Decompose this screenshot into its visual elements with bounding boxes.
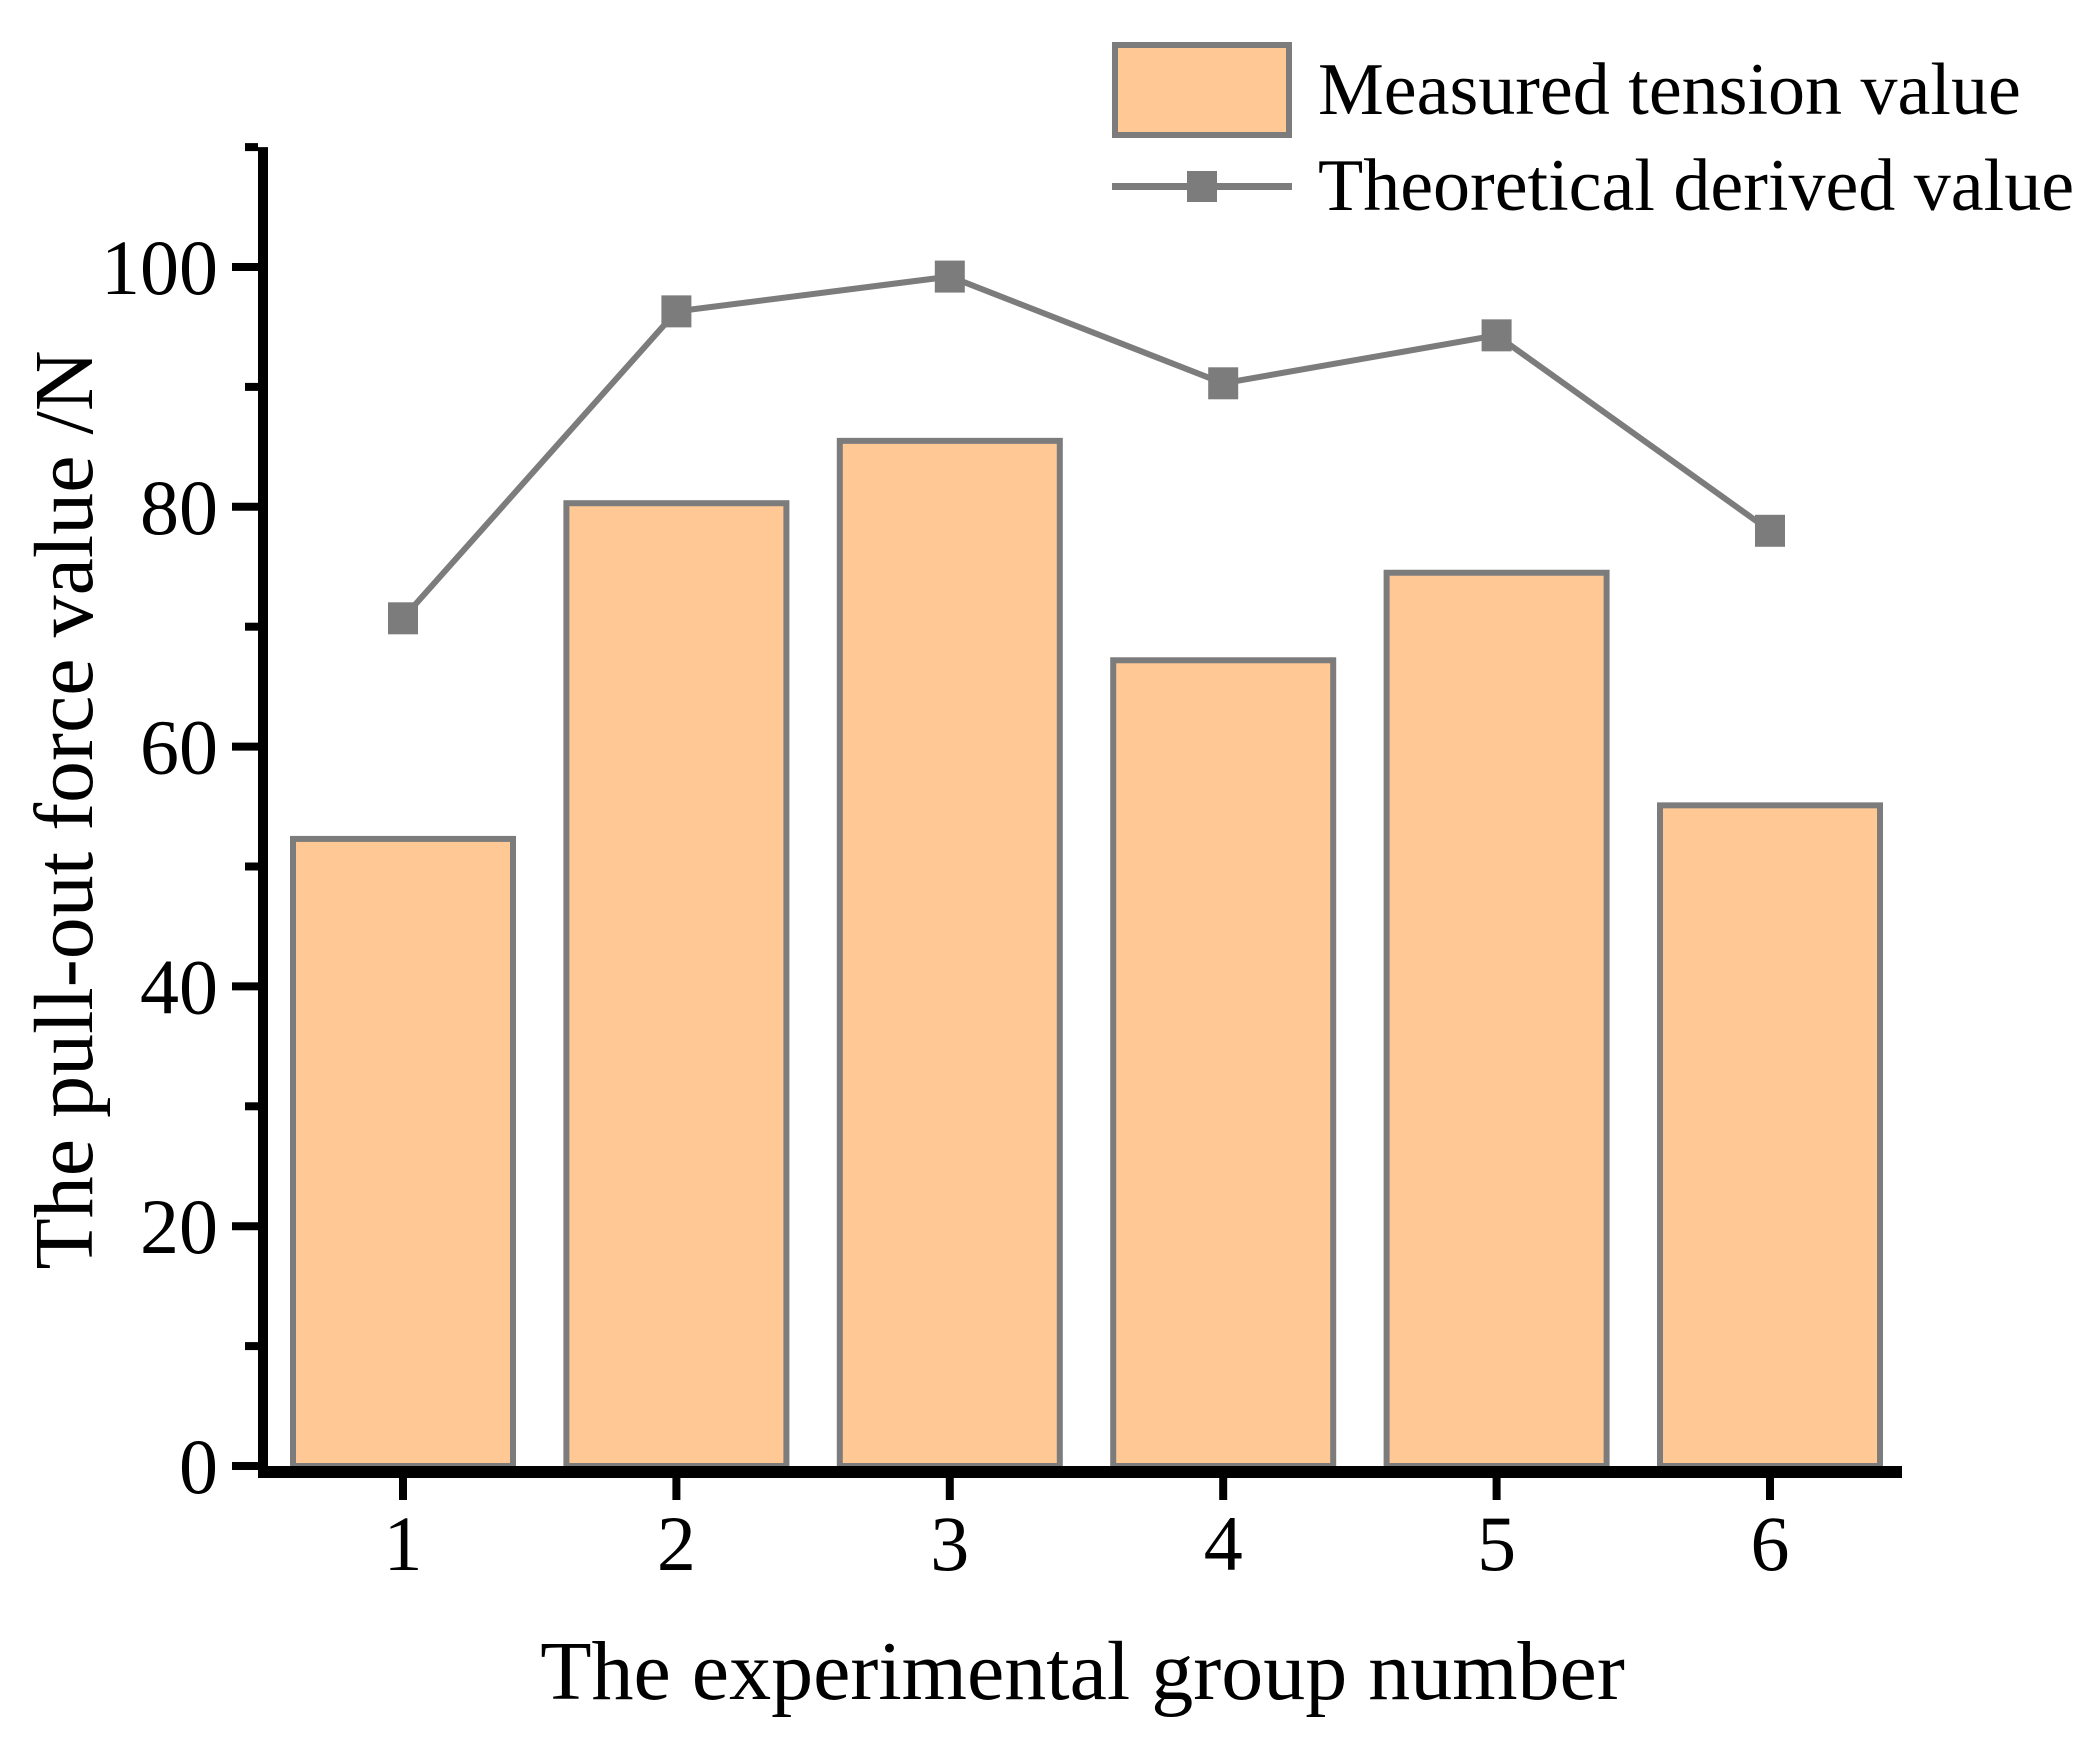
theoretical-marker [1481, 319, 1512, 352]
y-tick-label: 20 [140, 1183, 218, 1270]
bar-swatch-icon [1112, 42, 1292, 138]
y-tick-label: 0 [179, 1423, 218, 1510]
y-tick-label: 100 [101, 224, 218, 311]
legend-label-measured: Measured tension value [1318, 49, 2021, 131]
measured-bar [1657, 802, 1883, 1469]
x-tick-label: 4 [1204, 1500, 1243, 1587]
legend-item-theoretical: Theoretical derived value [1112, 138, 2074, 234]
y-tick-label: 60 [140, 704, 218, 791]
x-axis-title: The experimental group number [540, 1625, 1625, 1718]
measured-bar [290, 835, 516, 1469]
legend: Measured tension value Theoretical deriv… [1112, 42, 2074, 234]
measured-bar [1110, 657, 1337, 1469]
theoretical-marker [388, 602, 418, 635]
line-marker-swatch-icon [1112, 138, 1292, 234]
x-tick-label: 3 [930, 1500, 969, 1587]
x-tick-label: 5 [1477, 1500, 1516, 1587]
y-axis-title: The pull-out force value /N [18, 350, 111, 1270]
x-tick-label: 6 [1751, 1500, 1790, 1587]
theoretical-line [400, 273, 1772, 621]
y-tick-label: 40 [140, 943, 218, 1030]
legend-item-measured: Measured tension value [1112, 42, 2074, 138]
legend-square-marker-icon [1187, 171, 1217, 202]
theoretical-marker [1755, 514, 1785, 547]
theoretical-marker [1208, 367, 1239, 400]
theoretical-marker [661, 295, 692, 328]
theoretical-marker [934, 260, 965, 293]
legend-label-theoretical: Theoretical derived value [1318, 145, 2075, 227]
measured-bar [836, 437, 1063, 1470]
measured-bar [563, 500, 790, 1469]
measured-bar [1383, 569, 1610, 1469]
y-tick-label: 80 [140, 464, 218, 551]
x-tick-label: 2 [657, 1500, 696, 1587]
x-tick-label: 1 [384, 1500, 423, 1587]
